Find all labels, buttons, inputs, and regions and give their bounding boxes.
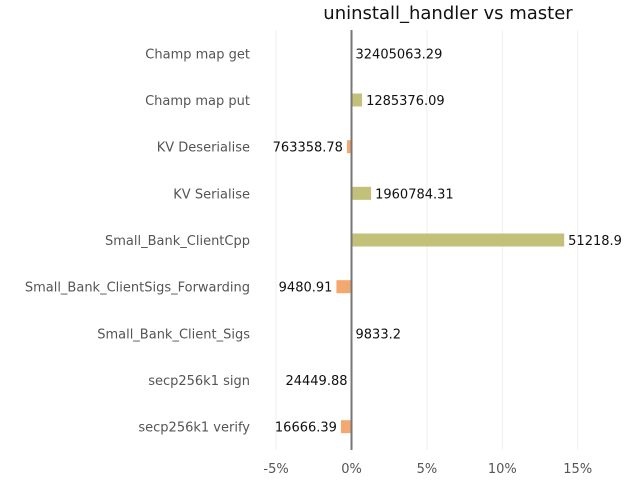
- bar: [351, 233, 565, 247]
- category-label: KV Serialise: [173, 187, 250, 202]
- category-label: secp256k1 sign: [148, 374, 250, 389]
- value-label: 16666.39: [275, 421, 337, 436]
- value-label: 1960784.31: [375, 187, 454, 202]
- bar: [351, 186, 372, 200]
- category-label: Champ map put: [145, 94, 250, 109]
- x-tick-label: 15%: [563, 462, 592, 477]
- value-label: 9480.91: [279, 281, 333, 296]
- category-label: Small_Bank_ClientCpp: [105, 234, 250, 249]
- category-label: secp256k1 verify: [138, 421, 250, 436]
- value-label: 9833.2: [356, 327, 402, 342]
- chart-title: uninstall_handler vs master: [323, 3, 573, 24]
- category-label: Small_Bank_Client_Sigs: [97, 327, 250, 342]
- bar: [336, 280, 352, 294]
- category-label: KV Deserialise: [157, 141, 250, 156]
- bar-layer: [336, 93, 565, 434]
- bar: [346, 140, 352, 154]
- bar: [351, 93, 363, 107]
- x-tick-label: 10%: [488, 462, 517, 477]
- value-label: 1285376.09: [366, 94, 445, 109]
- bar: [340, 420, 352, 434]
- value-label: 763358.78: [273, 141, 343, 156]
- category-label: Champ map get: [145, 47, 250, 62]
- value-label: 51218.9: [568, 234, 622, 249]
- value-label: 32405063.29: [356, 47, 443, 62]
- x-tick-label: -5%: [263, 462, 288, 477]
- label-layer: -5% 0% 5% 10% 15% Champ map get 32405063.29 Cha…: [25, 47, 622, 477]
- x-tick-label: 5%: [417, 462, 438, 477]
- x-tick-label: 0%: [341, 462, 362, 477]
- value-label: 24449.88: [285, 374, 347, 389]
- category-label: Small_Bank_ClientSigs_Forwarding: [25, 281, 250, 296]
